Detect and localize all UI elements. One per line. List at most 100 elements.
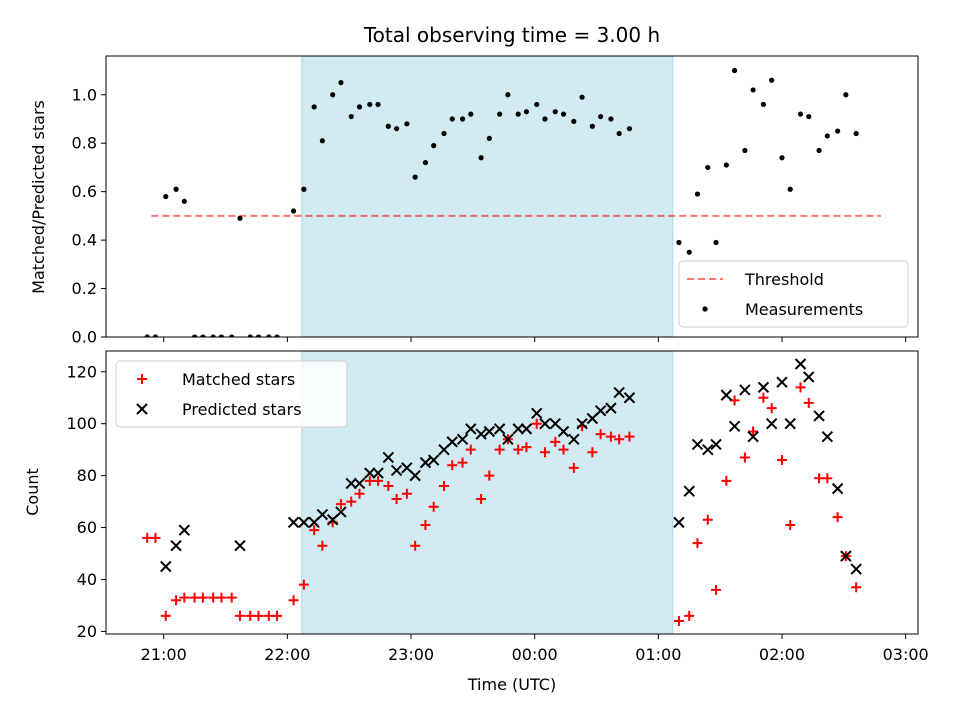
predicted-star-point [298, 516, 310, 529]
matched-star-point [197, 592, 208, 603]
matched-star-point [428, 501, 439, 512]
measurement-point [705, 164, 711, 171]
bottom-y-tick-label: 20 [77, 622, 97, 641]
predicted-star-point [531, 407, 543, 420]
x-tick-label: 01:00 [635, 645, 681, 664]
predicted-star-point [419, 456, 432, 469]
measurement-point [210, 334, 216, 337]
x-tick-label: 02:00 [759, 645, 805, 664]
predicted-star-point [720, 389, 733, 401]
predicted-star-point [446, 436, 458, 448]
predicted-star-point [613, 386, 625, 399]
matched-star-point [317, 540, 328, 551]
measurement-point [497, 111, 503, 117]
bottom-y-tick-label: 40 [77, 570, 97, 589]
measurement-point [616, 130, 622, 137]
matched-star-point [272, 610, 283, 621]
matched-star-point [550, 436, 561, 447]
matched-star-point [253, 610, 264, 621]
bottom-data-layer [142, 358, 862, 627]
predicted-star-point [178, 524, 191, 536]
top-y-tick-label: 1.0 [72, 85, 97, 104]
measurement-point [806, 113, 812, 120]
measurement-point [255, 334, 262, 337]
matched-star-point [354, 488, 365, 499]
matched-star-point [521, 442, 532, 453]
predicted-star-point [794, 358, 807, 370]
measurement-point [348, 113, 354, 120]
top-legend: Threshold Measurements [678, 260, 909, 328]
matched-star-point [216, 592, 227, 603]
measurement-point [319, 138, 325, 144]
measurement-point [542, 116, 548, 122]
legend-label-matched-stars: Matched stars [182, 370, 295, 389]
measurement-point [330, 92, 336, 98]
matched-star-point [673, 616, 684, 627]
bottom-legend: Matched stars Predicted stars [115, 360, 348, 428]
measurement-point [290, 208, 297, 214]
measurement-point [200, 334, 206, 337]
matched-star-point [702, 514, 713, 525]
predicted-star-point [728, 420, 741, 433]
matched-star-point [587, 447, 598, 458]
matched-star-point [832, 512, 843, 523]
measurement-point [181, 198, 187, 204]
measurement-point [676, 239, 682, 246]
measurement-point [338, 80, 344, 86]
predicted-star-point [427, 454, 440, 466]
top-y-tick-label: 0.2 [72, 279, 97, 298]
predicted-star-point [557, 425, 570, 438]
predicted-star-point [784, 417, 796, 430]
predicted-star-point [409, 469, 421, 482]
legend-predicted-swatch [136, 403, 148, 415]
matched-star-point [558, 444, 569, 455]
matched-star-point [383, 481, 394, 492]
predicted-star-point [831, 482, 844, 495]
measurement-point [534, 101, 540, 108]
measurement-point [560, 111, 567, 117]
top-data-layer [144, 67, 881, 337]
matched-star-point [401, 488, 412, 499]
matched-star-point [776, 455, 787, 466]
legend-label-predicted-stars: Predicted stars [182, 400, 302, 419]
measurement-point [686, 249, 692, 255]
x-tick-label: 21:00 [141, 645, 187, 664]
measurement-point [742, 147, 748, 154]
measurement-point [459, 116, 466, 122]
bottom-legend-box [115, 360, 348, 428]
measurement-point [515, 111, 521, 117]
measurement-point [552, 109, 558, 115]
top-series-measurements [144, 67, 859, 337]
matched-star-point [179, 592, 190, 603]
matched-star-point [758, 392, 769, 403]
matched-star-point [447, 460, 458, 471]
predicted-star-point [710, 438, 722, 451]
top-y-tick-label: 0.0 [72, 328, 97, 347]
x-tick-label: 23:00 [388, 645, 434, 664]
matched-star-point [288, 595, 299, 606]
measurement-point [853, 130, 859, 137]
measurement-point [478, 155, 484, 161]
matched-star-point [373, 475, 384, 486]
matched-star-point [160, 610, 171, 621]
predicted-star-point [345, 477, 357, 490]
measurement-point [523, 109, 530, 115]
predicted-star-point [840, 550, 852, 562]
matched-star-point [614, 434, 625, 445]
bottom-y-tick-label: 120 [66, 362, 97, 381]
matched-star-point [171, 595, 182, 606]
matched-star-point [851, 582, 862, 593]
top-y-tick-label: 0.6 [72, 182, 97, 201]
measurement-point [441, 130, 447, 137]
x-tick-label: 00:00 [512, 645, 558, 664]
measurement-point [311, 104, 317, 110]
measurement-point [843, 92, 849, 98]
predicted-star-point [287, 516, 300, 529]
measurement-point [486, 135, 492, 141]
measurement-point [229, 334, 235, 337]
measurement-point [218, 334, 225, 337]
matched-star-point [476, 493, 487, 504]
matched-star-point [822, 473, 833, 484]
predicted-star-point [765, 417, 778, 430]
predicted-star-point [605, 402, 617, 414]
